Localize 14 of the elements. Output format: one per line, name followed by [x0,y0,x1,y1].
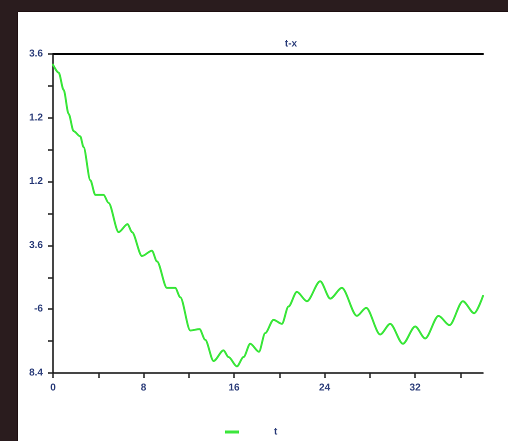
x-tick-label: 8 [140,382,147,394]
x-tick-label: 0 [50,382,56,394]
text: t [274,426,278,438]
x-tick-label: 32 [410,382,422,394]
y-tick-label: 8.4 [29,368,44,378]
chart-title: t-x [284,38,298,50]
y-tick-label: 1.2 [29,176,44,188]
line-series [52,64,484,368]
y-tick-label: 3.6 [29,240,44,251]
x-tick-label: 24 [319,382,331,394]
y-tick-label: -6 [34,304,44,315]
x-tick-label: 16 [228,382,240,394]
y-tick-label: 1.2 [29,112,44,124]
y-tick-label: 3.6 [29,48,44,60]
